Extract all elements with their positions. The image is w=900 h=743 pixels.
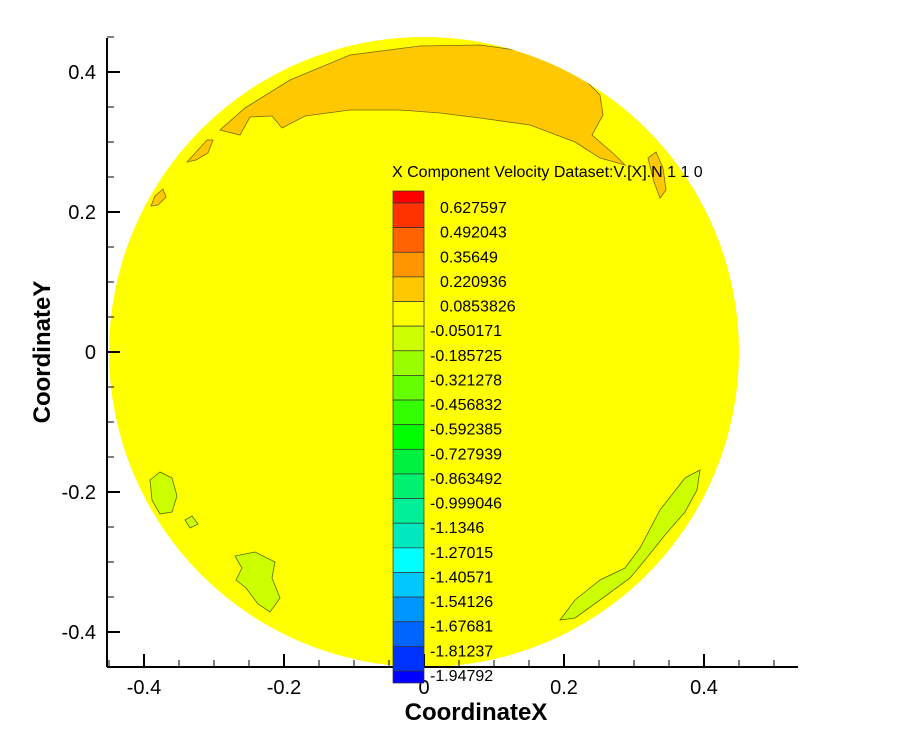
legend-level-label: -0.999046 (430, 496, 502, 513)
legend-color-band (392, 670, 425, 684)
legend-level-label: -0.321278 (430, 372, 502, 389)
y-tick-label: -0.4 (62, 622, 96, 644)
legend-level-label: -1.27015 (430, 545, 493, 562)
legend-level-label: -0.456832 (430, 397, 502, 414)
y-tick-label: 0 (85, 342, 96, 364)
legend-color-band (392, 621, 425, 647)
legend-level-label: 0.220936 (440, 274, 507, 291)
legend-color-band (392, 301, 425, 327)
legend-color-band (392, 498, 425, 524)
x-tick-label: 0.2 (550, 677, 578, 699)
legend-color-band (392, 596, 425, 623)
legend-color-band (392, 646, 425, 672)
legend-color-band (392, 522, 425, 549)
legend-level-label: -1.94792 (430, 668, 493, 685)
y-tick-label: 0.4 (68, 62, 96, 84)
x-tick-label: 0.4 (690, 677, 718, 699)
legend-color-band (392, 227, 425, 253)
legend-level-label: -0.592385 (430, 422, 502, 439)
legend-level-label: -1.1346 (430, 520, 484, 537)
legend-color-band (392, 251, 425, 278)
x-axis-label: CoordinateX (405, 699, 548, 726)
legend-color-band (392, 572, 425, 598)
legend-level-label: -0.050171 (430, 323, 502, 340)
y-tick-label: -0.2 (62, 482, 96, 504)
axes: -0.4 -0.2 0 0.2 0.4 -0.4 -0.2 0 0.2 0.4 (62, 36, 798, 699)
contour-region-green (149, 471, 178, 515)
legend-level-label: 0.492043 (440, 225, 507, 242)
legend-color-band (392, 350, 425, 376)
legend-color-band (392, 190, 425, 204)
legend-color-band (392, 424, 425, 450)
y-axis-label: CoordinateY (29, 281, 56, 424)
legend-color-band (392, 375, 425, 401)
legend-level-label: -0.727939 (430, 446, 502, 463)
contour-region-green (234, 551, 281, 613)
legend-color-band (392, 325, 425, 352)
legend-level-label: -1.81237 (430, 643, 493, 660)
legend-level-label: -1.67681 (430, 619, 493, 636)
legend-level-label: -1.40571 (430, 569, 493, 586)
legend-title: X Component Velocity Dataset:V.[X].N 1 1… (392, 164, 703, 181)
legend-level-label: -0.185725 (430, 348, 502, 365)
contour-region-green (184, 515, 199, 529)
contour-region-orange-small (185, 139, 214, 163)
legend-level-label: 0.0853826 (440, 299, 516, 316)
legend-level-label: -1.54126 (430, 594, 493, 611)
legend-color-band (392, 399, 425, 426)
contour-region-orange-small (647, 151, 667, 199)
contour-region-green (559, 469, 701, 621)
x-tick-label: -0.4 (127, 677, 161, 699)
legend-color-band (392, 202, 425, 228)
legend-level-label: -0.863492 (430, 471, 502, 488)
x-tick-label: 0 (418, 677, 429, 699)
x-tick-label: -0.2 (267, 677, 301, 699)
y-tick-label: 0.2 (68, 202, 96, 224)
legend-color-band (392, 547, 425, 573)
legend-color-band (392, 473, 425, 499)
legend-color-band (392, 448, 425, 475)
legend-level-label: 0.35649 (440, 249, 498, 266)
legend-level-label: 0.627597 (440, 200, 507, 217)
contour-region-orange-small (150, 188, 167, 207)
legend-color-band (392, 276, 425, 302)
legend: X Component Velocity Dataset:V.[X].N 1 1… (392, 164, 703, 685)
contour-region-orange-top (219, 44, 627, 166)
